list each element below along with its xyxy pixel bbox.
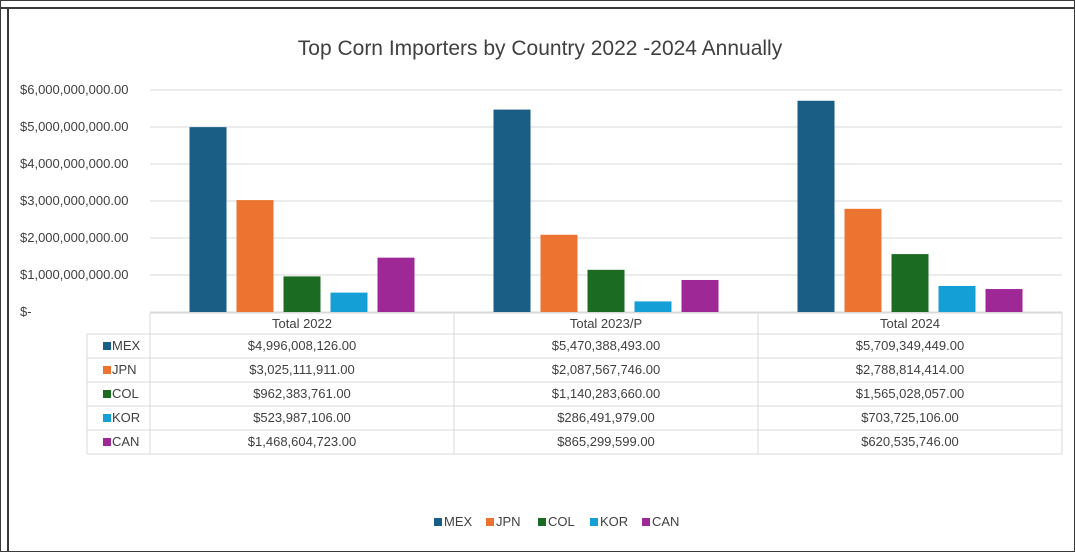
category-label: Total 2022 (272, 316, 332, 331)
bar-jpn (540, 234, 578, 312)
legend-key (434, 518, 442, 526)
bar-can (681, 279, 719, 312)
bar-col (587, 269, 625, 312)
bar-jpn (236, 200, 274, 312)
y-tick-label: $3,000,000,000.00 (20, 193, 128, 208)
row-label: KOR (112, 410, 140, 425)
data-label: $286,491,979.00 (557, 410, 655, 425)
y-tick-label: $1,000,000,000.00 (20, 267, 128, 282)
category-label: Total 2024 (880, 316, 940, 331)
bar-kor (634, 301, 672, 312)
data-label: $5,709,349,449.00 (856, 338, 964, 353)
row-label: JPN (112, 362, 137, 377)
bar-mex (797, 100, 835, 312)
y-tick-label: $6,000,000,000.00 (20, 82, 128, 97)
bar-col (891, 254, 929, 312)
data-label: $4,996,008,126.00 (248, 338, 356, 353)
data-label: $962,383,761.00 (253, 386, 351, 401)
data-label: $5,470,388,493.00 (552, 338, 660, 353)
bar-col (283, 276, 321, 312)
legend-label: MEX (444, 514, 473, 529)
data-label: $1,565,028,057.00 (856, 386, 964, 401)
y-tick-label: $5,000,000,000.00 (20, 119, 128, 134)
bar-can (377, 257, 415, 312)
data-label: $523,987,106.00 (253, 410, 351, 425)
legend-label: COL (548, 514, 575, 529)
bar-can (985, 289, 1023, 312)
legend-key (590, 518, 598, 526)
data-label: $2,087,567,746.00 (552, 362, 660, 377)
legend-key (642, 518, 650, 526)
bar-mex (493, 109, 531, 312)
data-label: $1,140,283,660.00 (552, 386, 660, 401)
row-legend-key (103, 342, 111, 350)
legend-key (486, 518, 494, 526)
legend: MEX JPN COL KOR CAN (434, 514, 679, 529)
data-label: $1,468,604,723.00 (248, 434, 356, 449)
data-label: $3,025,111,911.00 (249, 362, 355, 377)
data-table: Total 2022 Total 2023/P Total 2024 MEX $4,99… (86, 312, 1063, 455)
top-border-line (0, 7, 1075, 9)
y-tick-label: $2,000,000,000.00 (20, 230, 128, 245)
data-label: $620,535,746.00 (861, 434, 959, 449)
data-label: $703,725,106.00 (861, 410, 959, 425)
data-label: $2,788,814,414.00 (856, 362, 964, 377)
row-legend-key (103, 438, 111, 446)
legend-label: JPN (496, 514, 521, 529)
data-label: $865,299,599.00 (557, 434, 655, 449)
y-tick-label: $- (20, 304, 32, 319)
category-label: Total 2023/P (570, 316, 642, 331)
bar-kor (938, 285, 976, 312)
y-axis-labels: $6,000,000,000.00 $5,000,000,000.00 $4,000… (20, 82, 128, 319)
row-legend-key (103, 366, 111, 374)
legend-label: KOR (600, 514, 628, 529)
bar-kor (330, 292, 368, 312)
legend-key (538, 518, 546, 526)
legend-label: CAN (652, 514, 679, 529)
y-tick-label: $4,000,000,000.00 (20, 156, 128, 171)
row-legend-key (103, 414, 111, 422)
bar-mex (189, 127, 227, 312)
row-label: CAN (112, 434, 139, 449)
chart-title: Top Corn Importers by Country 2022 -2024… (298, 37, 783, 60)
bar-jpn (844, 208, 882, 312)
row-legend-key (103, 390, 111, 398)
row-label: COL (112, 386, 139, 401)
row-label: MEX (112, 338, 141, 353)
bars (189, 100, 1023, 312)
left-border-line (7, 7, 9, 552)
